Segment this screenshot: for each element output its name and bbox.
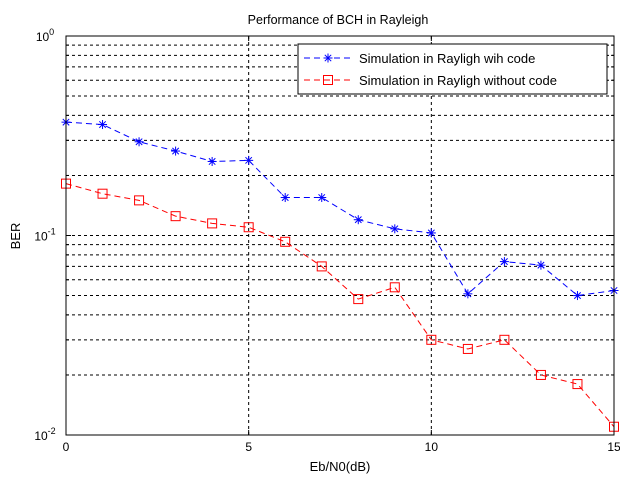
grid-lines xyxy=(66,36,614,435)
data-point-series-2 xyxy=(462,343,473,354)
data-point-series-2 xyxy=(97,188,108,199)
data-point-series-1 xyxy=(317,193,327,203)
asterisk-stroke xyxy=(208,157,216,166)
asterisk-stroke xyxy=(245,156,253,164)
x-tick-label: 5 xyxy=(245,440,252,454)
data-point-series-1 xyxy=(171,146,181,156)
data-point-series-1 xyxy=(390,224,400,234)
data-point-series-2 xyxy=(280,236,291,247)
x-tick-label: 0 xyxy=(63,440,70,454)
asterisk-stroke xyxy=(354,216,362,224)
y-axis-label: BER xyxy=(8,223,23,250)
axis-ticks xyxy=(65,36,615,435)
chart-title: Performance of BCH in Rayleigh xyxy=(248,13,429,27)
data-point-series-1 xyxy=(353,215,363,225)
data-point-series-2 xyxy=(499,334,510,345)
asterisk-stroke xyxy=(500,258,508,266)
asterisk-stroke xyxy=(135,138,143,146)
x-tick-label: 10 xyxy=(425,440,439,454)
asterisk-stroke xyxy=(324,54,332,62)
asterisk-stroke xyxy=(391,225,399,233)
asterisk-stroke xyxy=(464,290,472,298)
legend-entries: Simulation in Rayligh wih code Simulation… xyxy=(304,51,557,88)
data-point-series-1 xyxy=(207,156,217,166)
data-point-series-2 xyxy=(535,369,546,380)
data-point-series-1 xyxy=(280,193,290,203)
y-tick-label: 10-2 xyxy=(34,426,55,443)
legend: Simulation in Rayligh wih code Simulation… xyxy=(297,43,608,95)
x-tick-labels: 0 5 10 15 xyxy=(63,440,620,454)
asterisk-stroke xyxy=(281,193,289,202)
legend-marker-1 xyxy=(323,53,333,63)
data-point-series-1 xyxy=(244,155,254,165)
data-point-series-1 xyxy=(463,289,473,299)
y-tick-label: 100 xyxy=(36,27,54,44)
data-point-series-2 xyxy=(170,211,181,222)
data-point-series-1 xyxy=(426,228,436,238)
legend-label-2: Simulation in Rayligh without code xyxy=(359,73,557,88)
data-point-series-2 xyxy=(353,294,364,305)
y-tick-label: 10-1 xyxy=(34,227,55,244)
asterisk-stroke xyxy=(98,120,107,129)
legend-box xyxy=(297,43,608,95)
data-point-series-2 xyxy=(134,195,145,206)
series-line-1 xyxy=(65,121,615,297)
data-point-series-1 xyxy=(98,120,108,130)
plot-area xyxy=(61,35,619,436)
data-point-series-1 xyxy=(572,291,582,301)
data-point-series-1 xyxy=(499,257,509,267)
plot-background xyxy=(66,36,614,435)
asterisk-stroke xyxy=(573,292,582,300)
data-point-series-2 xyxy=(426,334,437,345)
x-axis-label: Eb/N0(dB) xyxy=(310,459,371,474)
data-point-series-2 xyxy=(316,261,327,272)
data-point-series-1 xyxy=(134,137,144,147)
asterisk-stroke xyxy=(537,261,545,269)
x-tick-label: 15 xyxy=(607,440,620,454)
series-line-2 xyxy=(65,183,615,428)
asterisk-stroke xyxy=(172,147,180,155)
data-point-series-2 xyxy=(243,222,254,233)
series-layer xyxy=(61,117,619,432)
legend-marker-2 xyxy=(323,75,333,85)
data-point-series-2 xyxy=(572,379,583,390)
asterisk-stroke xyxy=(427,229,435,237)
data-point-series-2 xyxy=(207,218,218,229)
y-tick-labels: 10-2 10-1 100 xyxy=(34,27,55,443)
asterisk-stroke xyxy=(318,193,326,202)
data-point-series-2 xyxy=(389,282,400,293)
data-point-series-1 xyxy=(536,260,546,270)
legend-label-1: Simulation in Rayligh wih code xyxy=(359,51,535,66)
